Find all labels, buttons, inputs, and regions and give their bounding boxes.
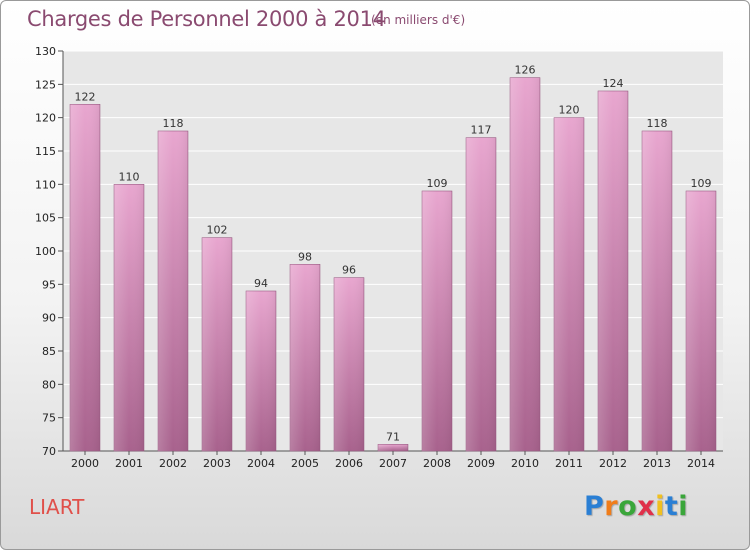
bar-value-label: 122 [75, 90, 96, 103]
bar-shade [290, 264, 320, 451]
commune-name: LIART [29, 495, 85, 519]
bar-shade [70, 104, 100, 451]
x-tick-label: 2012 [599, 457, 627, 470]
logo-letter: x [637, 491, 656, 522]
bar-value-label: 109 [691, 177, 712, 190]
y-tick-label: 130 [35, 45, 56, 58]
logo-letter: i [655, 491, 665, 522]
y-tick-label: 95 [42, 278, 56, 291]
chart-subtitle: (en milliers d'€) [371, 13, 466, 27]
bar-shade [466, 137, 496, 451]
x-tick-label: 2013 [643, 457, 671, 470]
y-tick-label: 115 [35, 145, 56, 158]
x-tick-label: 2006 [335, 457, 363, 470]
y-tick-label: 70 [42, 445, 56, 458]
x-tick-label: 2007 [379, 457, 407, 470]
bar-value-label: 120 [559, 104, 580, 117]
bar-shade [114, 184, 144, 452]
bar-shade [202, 237, 232, 451]
logo-letter: r [604, 491, 619, 522]
y-tick-label: 120 [35, 112, 56, 125]
bar-value-label: 94 [254, 277, 268, 290]
bar-value-label: 118 [647, 117, 668, 130]
y-tick-label: 80 [42, 378, 56, 391]
x-tick-label: 2010 [511, 457, 539, 470]
bar-value-label: 96 [342, 264, 356, 277]
x-tick-label: 2011 [555, 457, 583, 470]
bar-value-label: 126 [515, 64, 536, 77]
x-tick-label: 2002 [159, 457, 187, 470]
bar-value-label: 102 [207, 224, 228, 237]
y-tick-label: 110 [35, 178, 56, 191]
chart-title: Charges de Personnel 2000 à 2014 [27, 7, 386, 31]
bar-value-label: 109 [427, 177, 448, 190]
logo-letter: t [664, 491, 679, 522]
bar-shade [554, 117, 584, 452]
x-tick-label: 2005 [291, 457, 319, 470]
bar-shade [246, 291, 276, 451]
y-tick-label: 105 [35, 212, 56, 225]
logo-letter: P [584, 491, 605, 522]
logo-letter: i [678, 491, 689, 522]
y-tick-label: 100 [35, 245, 56, 258]
y-tick-label: 125 [35, 78, 56, 91]
bar-shade [642, 131, 672, 451]
bar-value-label: 110 [119, 170, 140, 183]
x-tick-label: 2003 [203, 457, 231, 470]
bar-value-label: 117 [471, 124, 492, 137]
bar-shade [686, 191, 716, 451]
x-tick-label: 2004 [247, 457, 275, 470]
bar-shade [334, 277, 364, 451]
y-tick-label: 75 [42, 412, 56, 425]
bar-value-label: 98 [298, 250, 312, 263]
x-tick-label: 2008 [423, 457, 451, 470]
bar-shade [422, 191, 452, 451]
x-tick-label: 2014 [687, 457, 715, 470]
bar-value-label: 124 [603, 77, 624, 90]
bar-shade [598, 91, 628, 451]
bar-shade [378, 444, 408, 451]
x-tick-label: 2009 [467, 457, 495, 470]
x-tick-label: 2001 [115, 457, 143, 470]
bar-shade [510, 77, 540, 452]
bar-value-label: 71 [386, 430, 400, 443]
logo-letter: o [618, 491, 638, 522]
proxiti-logo[interactable]: Proxiti [584, 491, 688, 522]
x-tick-label: 2000 [71, 457, 99, 470]
y-tick-label: 90 [42, 312, 56, 325]
bar-value-label: 118 [163, 117, 184, 130]
bar-shade [158, 131, 188, 451]
y-tick-label: 85 [42, 345, 56, 358]
